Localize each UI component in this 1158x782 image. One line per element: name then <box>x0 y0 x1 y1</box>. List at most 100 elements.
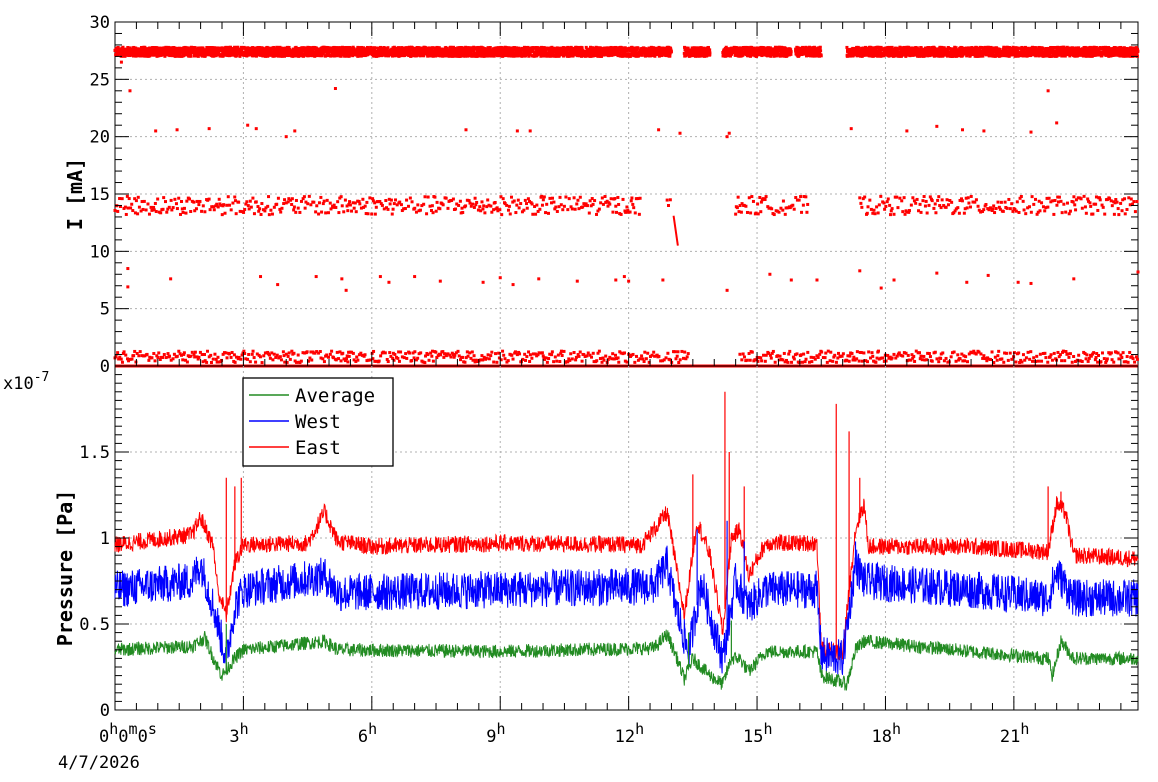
current-point <box>231 53 235 57</box>
current-point <box>805 54 809 58</box>
current-point <box>1002 51 1006 55</box>
current-point <box>749 54 753 58</box>
current-point <box>708 53 712 57</box>
current-point <box>121 45 125 49</box>
current-point <box>262 47 266 51</box>
current-point <box>324 54 328 58</box>
current-point <box>1016 49 1020 53</box>
current-point <box>768 46 772 50</box>
current-point <box>635 48 639 52</box>
current-point <box>488 46 492 50</box>
current-point <box>916 48 920 52</box>
current-point <box>287 45 291 49</box>
current-point <box>914 53 918 57</box>
current-point <box>628 47 632 51</box>
current-point <box>391 51 395 55</box>
current-point <box>700 50 704 54</box>
current-point <box>521 53 525 57</box>
current-point <box>735 46 739 50</box>
current-point <box>148 54 152 58</box>
current-point <box>1022 46 1026 50</box>
current-point <box>690 49 694 53</box>
current-point <box>548 54 552 58</box>
current-point <box>269 49 273 53</box>
current-point <box>367 52 371 56</box>
current-point <box>327 51 331 55</box>
current-point <box>600 54 604 58</box>
current-point <box>915 46 919 50</box>
current-point <box>938 51 942 55</box>
current-point <box>890 45 894 49</box>
current-point <box>503 54 507 58</box>
current-point <box>120 54 124 58</box>
current-point <box>318 54 322 58</box>
current-point <box>686 46 690 50</box>
current-point <box>419 53 423 57</box>
current-point <box>877 50 881 54</box>
current-point <box>629 53 633 57</box>
current-point <box>332 49 336 53</box>
current-point <box>613 49 617 53</box>
current-point <box>684 49 688 53</box>
current-point <box>488 49 492 53</box>
current-point <box>550 45 554 49</box>
current-point <box>141 53 145 57</box>
current-point <box>389 53 393 57</box>
current-point <box>981 54 985 58</box>
current-point <box>497 54 501 58</box>
current-point <box>162 48 166 52</box>
current-point <box>316 48 320 52</box>
current-point <box>379 45 383 49</box>
current-point <box>337 49 341 53</box>
current-point <box>174 54 178 58</box>
current-point <box>138 54 142 58</box>
current-point <box>386 46 390 50</box>
current-point <box>235 53 239 57</box>
current-point <box>513 48 517 52</box>
current-point <box>1007 54 1011 58</box>
current-point <box>422 54 426 58</box>
current-point <box>456 54 460 58</box>
current-point <box>708 48 712 52</box>
current-point <box>135 50 139 54</box>
current-point <box>789 52 793 56</box>
current-point <box>266 54 270 58</box>
current-point <box>772 54 776 58</box>
current-point <box>453 46 457 50</box>
current-point <box>338 51 342 55</box>
current-point <box>156 47 160 51</box>
current-point <box>128 46 132 50</box>
current-point <box>690 46 694 50</box>
current-point <box>628 54 632 58</box>
current-point <box>457 47 461 51</box>
current-point <box>980 49 984 53</box>
current-point <box>544 50 548 54</box>
current-point <box>968 54 972 58</box>
current-point <box>862 49 866 53</box>
current-point <box>551 51 555 55</box>
current-point <box>464 54 468 58</box>
current-point <box>408 47 412 51</box>
current-point <box>320 54 324 58</box>
current-point <box>294 45 298 49</box>
current-point <box>789 50 793 54</box>
current-point <box>954 46 958 50</box>
current-point <box>329 54 333 58</box>
current-point <box>283 50 287 54</box>
current-point <box>668 54 672 58</box>
current-point <box>116 53 120 57</box>
current-point <box>887 53 891 57</box>
current-point <box>321 52 325 56</box>
current-point <box>236 45 240 49</box>
current-point <box>132 45 136 49</box>
current-point <box>250 48 254 52</box>
current-point <box>661 46 665 50</box>
current-point <box>932 54 936 58</box>
current-point <box>150 53 154 57</box>
current-point <box>515 52 519 56</box>
current-point <box>345 52 349 56</box>
current-point <box>425 46 429 50</box>
current-point <box>735 48 739 52</box>
current-point <box>515 46 519 50</box>
